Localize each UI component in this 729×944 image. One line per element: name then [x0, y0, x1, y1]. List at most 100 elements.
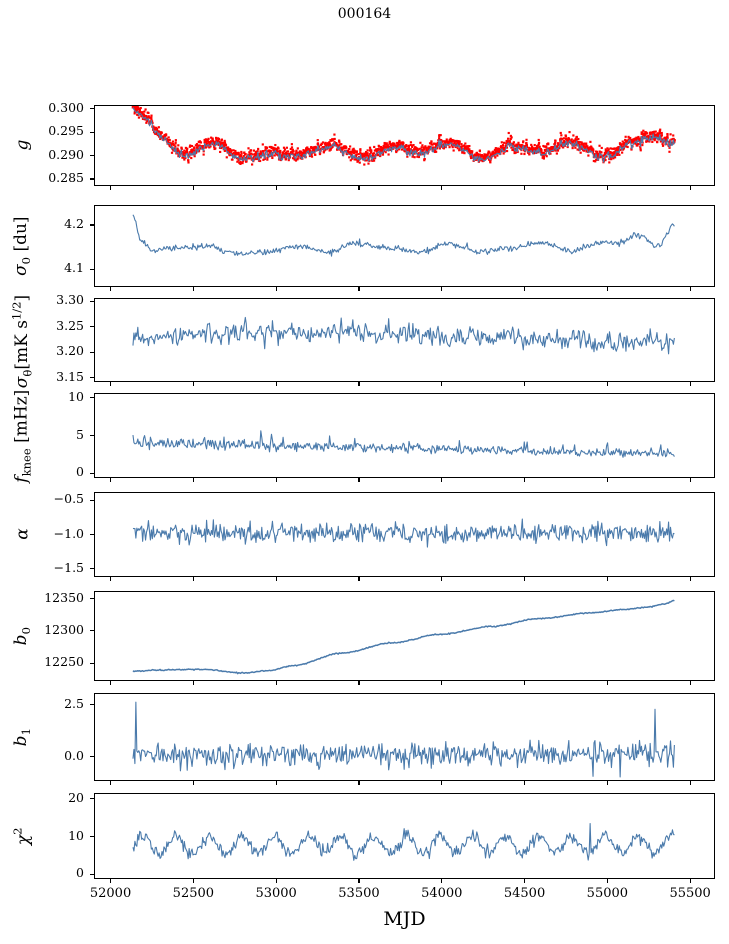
plot-panel-b0	[94, 591, 715, 681]
data-line-sigma_theta	[133, 317, 674, 353]
y-tick-mark-f_knee-0	[90, 472, 94, 475]
x-tick-mark-4-4	[441, 577, 443, 581]
x-tick-mark-1-5	[524, 287, 526, 291]
x-tick-mark-2-5	[524, 382, 526, 386]
y-tick-label-b0-0: 12250	[44, 654, 84, 669]
x-tick-mark-4-5	[524, 577, 526, 581]
y-tick-mark-f_knee-2	[90, 397, 94, 399]
y-tick-label-sigma_theta-1: 3.20	[56, 343, 84, 359]
x-tick-mark-3-6	[606, 478, 608, 482]
x-tick-mark-2-2	[275, 382, 277, 386]
plot-panel-b1	[94, 693, 715, 781]
data-line-b0	[133, 600, 674, 673]
x-tick-label-3: 53500	[338, 886, 380, 901]
y-tick-mark-alpha-0	[90, 568, 94, 570]
y-tick-label-b1-1: 2.5	[64, 695, 84, 711]
x-tick-mark-1-6	[606, 287, 608, 291]
y-tick-label-b0-1: 12300	[44, 621, 84, 637]
x-tick-mark-5-4	[441, 681, 443, 685]
x-tick-mark-2-6	[606, 382, 608, 386]
x-tick-mark-4-3	[358, 577, 360, 581]
data-line-sigma0	[133, 215, 674, 256]
x-tick-mark-5-2	[275, 681, 277, 685]
x-tick-mark-3-3	[358, 478, 360, 482]
y-tick-label-f_knee-1: 5	[76, 426, 84, 442]
y-tick-mark-b0-0	[90, 662, 94, 664]
x-tick-mark-1-0	[110, 287, 112, 291]
y-tick-mark-g-2	[90, 131, 94, 133]
y-axis-label-chi2: χ2	[10, 827, 34, 846]
plot-panel-g	[94, 105, 715, 186]
plot-panel-f_knee	[94, 393, 715, 478]
y-tick-label-g-3: 0.300	[48, 99, 84, 115]
x-tick-mark-6-1	[192, 781, 194, 785]
x-tick-mark-1-3	[358, 287, 360, 291]
x-tick-mark-4-0	[110, 577, 112, 581]
x-axis-label: MJD	[383, 908, 426, 930]
x-tick-mark-6-0	[110, 781, 112, 785]
data-line-f_knee	[133, 431, 674, 458]
y-tick-mark-g-3	[90, 108, 94, 110]
y-tick-mark-alpha-1	[90, 534, 94, 536]
y-tick-label-alpha-1: −1.0	[53, 525, 84, 541]
x-tick-mark-5-0	[110, 681, 112, 685]
x-tick-mark-7-2	[275, 879, 277, 883]
x-tick-mark-1-7	[689, 287, 691, 291]
plot-panel-sigma0	[94, 205, 715, 287]
y-tick-label-sigma_theta-3: 3.30	[56, 292, 84, 308]
y-tick-label-f_knee-2: 10	[68, 388, 84, 404]
y-tick-label-sigma0-0: 4.1	[64, 260, 84, 276]
x-tick-mark-3-2	[275, 478, 277, 482]
x-tick-mark-5-6	[606, 681, 608, 685]
y-tick-label-chi2-1: 10	[68, 827, 84, 843]
y-tick-mark-f_knee-1	[90, 435, 94, 437]
x-tick-mark-3-7	[689, 478, 691, 482]
x-tick-label-0: 52000	[89, 886, 132, 901]
data-line-b1	[133, 702, 674, 777]
y-tick-label-b0-2: 12350	[44, 589, 84, 605]
x-tick-mark-7-4	[441, 879, 443, 883]
y-tick-label-g-1: 0.290	[48, 146, 84, 162]
x-tick-mark-7-5	[524, 879, 526, 883]
x-tick-mark-2-3	[358, 382, 360, 386]
y-tick-label-alpha-2: −0.5	[53, 491, 84, 507]
y-tick-mark-sigma0-1	[90, 224, 94, 226]
x-tick-mark-2-4	[441, 382, 443, 386]
plot-panel-alpha	[94, 492, 715, 577]
x-tick-mark-6-3	[358, 781, 360, 785]
y-tick-mark-g-1	[90, 155, 94, 157]
x-tick-mark-7-1	[192, 879, 194, 883]
x-tick-mark-5-5	[524, 681, 526, 685]
x-tick-mark-6-2	[275, 781, 277, 785]
x-tick-mark-7-7	[689, 879, 691, 883]
figure-title: 000164	[337, 6, 392, 22]
x-tick-mark-3-1	[192, 478, 194, 482]
x-tick-mark-0-0	[110, 186, 112, 190]
x-tick-mark-7-3	[358, 879, 360, 883]
plot-panel-sigma_theta	[94, 298, 715, 382]
y-tick-label-chi2-0: 0	[76, 865, 84, 881]
y-tick-mark-sigma0-0	[90, 268, 94, 270]
y-tick-mark-b0-1	[90, 630, 94, 632]
x-tick-mark-1-2	[275, 287, 277, 291]
y-tick-mark-sigma_theta-3	[90, 300, 94, 302]
x-tick-mark-2-1	[192, 382, 194, 386]
y-tick-mark-chi2-2	[90, 798, 94, 800]
x-tick-mark-5-3	[358, 681, 360, 685]
x-tick-mark-5-1	[192, 681, 194, 685]
x-tick-mark-0-7	[689, 186, 691, 190]
y-tick-label-sigma0-1: 4.2	[64, 215, 84, 231]
x-tick-mark-4-2	[275, 577, 277, 581]
x-tick-mark-2-7	[689, 382, 691, 386]
y-tick-mark-sigma_theta-2	[90, 326, 94, 328]
x-tick-mark-4-1	[192, 577, 194, 581]
y-tick-mark-chi2-0	[90, 873, 94, 876]
data-line-g	[133, 107, 674, 162]
y-tick-mark-sigma_theta-0	[90, 377, 94, 379]
y-tick-label-b1-0: 0.0	[64, 747, 84, 763]
y-tick-mark-alpha-2	[90, 499, 94, 501]
x-tick-mark-3-5	[524, 478, 526, 482]
x-tick-mark-1-1	[192, 287, 194, 291]
x-tick-label-1: 52500	[172, 886, 215, 901]
